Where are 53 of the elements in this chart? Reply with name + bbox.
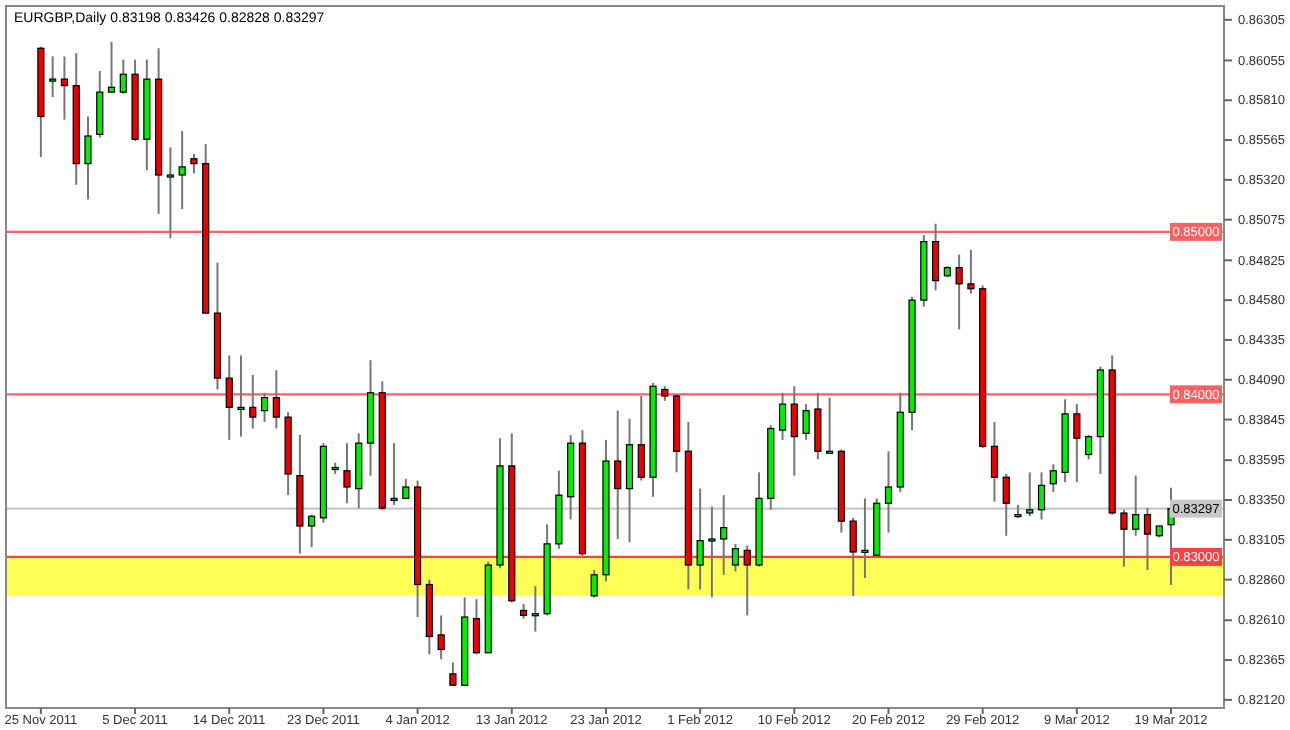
candlestick xyxy=(472,598,481,656)
candlestick xyxy=(743,544,751,617)
candlestick xyxy=(1143,507,1152,571)
candlestick xyxy=(1132,474,1140,537)
candlestick xyxy=(790,385,798,477)
candlestick xyxy=(225,354,233,441)
candlestick xyxy=(637,395,645,482)
candlestick xyxy=(1002,473,1010,537)
candlestick xyxy=(107,40,116,94)
candlestick xyxy=(967,248,975,295)
candlestick xyxy=(166,146,174,240)
candlestick xyxy=(861,497,869,579)
candlestick xyxy=(437,614,445,661)
candlestick xyxy=(990,421,999,503)
candlestick xyxy=(814,391,822,461)
candlestick xyxy=(260,391,269,423)
candlestick xyxy=(449,661,457,687)
candlestick xyxy=(402,477,410,500)
candlestick xyxy=(1073,403,1081,484)
candlestick xyxy=(625,417,634,544)
candlestick xyxy=(1049,463,1057,493)
candlestick xyxy=(931,222,940,292)
candlestick xyxy=(614,409,622,540)
candlestick xyxy=(778,391,787,441)
candlestick xyxy=(60,55,69,121)
candlestick xyxy=(355,432,363,510)
candlestick xyxy=(249,373,257,430)
candlestick xyxy=(696,487,704,591)
candlestick xyxy=(849,516,857,597)
candlestick xyxy=(1026,471,1034,518)
candlestick xyxy=(1085,434,1093,461)
candlestick xyxy=(802,403,810,441)
candlestick xyxy=(708,505,716,599)
candlestick xyxy=(1120,508,1128,568)
candlestick xyxy=(531,585,539,633)
candlestick xyxy=(308,513,316,549)
candlestick xyxy=(49,55,57,98)
candlestick xyxy=(119,58,127,95)
candlestick xyxy=(720,494,728,576)
candlestick xyxy=(272,369,280,430)
candlestick xyxy=(84,115,92,201)
candlestick xyxy=(590,568,598,599)
candlestick xyxy=(178,130,186,211)
candlestick xyxy=(390,442,398,506)
candlestick xyxy=(190,152,198,175)
candlestick xyxy=(826,396,834,454)
candlestick xyxy=(1037,471,1046,521)
candlestick xyxy=(731,542,740,573)
candlestick xyxy=(96,70,104,139)
candlestick xyxy=(955,253,963,331)
candlestick xyxy=(884,450,893,534)
candlestick xyxy=(343,442,351,505)
candlestick xyxy=(237,354,245,438)
